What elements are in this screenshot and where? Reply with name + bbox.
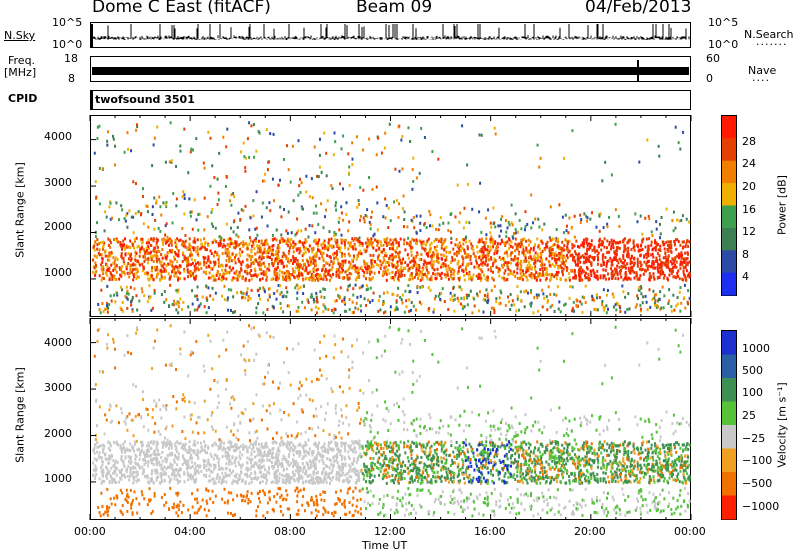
nsky-label: N.Sky <box>4 29 36 42</box>
power-cbar-tick-8: 8 <box>742 248 749 261</box>
vel-cbar-tick-neg500: −500 <box>742 477 773 490</box>
cpid-value: twofsound 3501 <box>95 93 195 106</box>
power-cbar-segment <box>722 250 736 274</box>
velocity-cbar-segment <box>722 401 736 426</box>
power-cbar-segment <box>722 205 736 229</box>
power-ytick-4000: 4000 <box>44 130 72 143</box>
velocity-ytick-3000: 3000 <box>44 381 72 394</box>
freq-tick-low: 8 <box>68 72 75 85</box>
vel-cbar-tick-neg100: −100 <box>742 454 773 467</box>
power-cbar-tick-16: 16 <box>742 203 756 216</box>
vel-cbar-tick-neg1000: −1000 <box>742 500 780 513</box>
nave-tick-high: 60 <box>706 52 720 65</box>
velocity-ytick-2000: 2000 <box>44 427 72 440</box>
xtick-1600: 16:00 <box>474 525 506 538</box>
power-cbar-tick-20: 20 <box>742 180 756 193</box>
power-cbar-segment <box>722 272 736 296</box>
nsearch-dots: ······· <box>756 38 788 51</box>
velocity-cbar-segment <box>722 331 736 355</box>
vel-cbar-tick-500: 500 <box>742 364 763 377</box>
freq-tick-high: 18 <box>64 52 78 65</box>
x-axis-label: Time UT <box>362 539 408 552</box>
velocity-cbar-segment <box>722 448 736 473</box>
power-cbar-tick-28: 28 <box>742 135 756 148</box>
power-cbar-segment <box>722 183 736 206</box>
nsearch-tick-high: 10^5 <box>708 16 739 29</box>
nsky-trace <box>91 24 690 40</box>
cpid-label: CPID <box>8 92 38 105</box>
beam-title: Beam 09 <box>356 0 433 17</box>
velocity-scatter <box>92 324 691 518</box>
freq-trace <box>92 67 689 75</box>
power-ytick-3000: 3000 <box>44 176 72 189</box>
vel-cbar-tick-neg25: −25 <box>742 432 766 445</box>
nave-label: Nave <box>748 64 777 77</box>
xtick-0400: 04:00 <box>174 525 206 538</box>
date-title: 04/Feb/2013 <box>585 0 692 17</box>
vel-cbar-tick-1000: 1000 <box>742 342 770 355</box>
station-title: Dome C East (fitACF) <box>92 0 271 17</box>
velocity-cbar-segment <box>722 425 736 449</box>
vel-cbar-tick-100: 100 <box>742 386 763 399</box>
velocity-cbar-segment <box>722 472 736 496</box>
velocity-cbar-segment <box>722 354 736 379</box>
velocity-cbar-segment <box>722 378 736 402</box>
power-cbar-segment <box>722 227 736 251</box>
nsky-tick-low: 10^0 <box>52 38 83 51</box>
nsky-tick-high: 10^5 <box>52 16 83 29</box>
xtick-2400: 00:00 <box>674 525 706 538</box>
nsearch-tick-low: 10^0 <box>708 38 739 51</box>
xtick-1200: 12:00 <box>374 525 406 538</box>
power-cbar-tick-24: 24 <box>742 157 756 170</box>
power-ytick-1000: 1000 <box>44 266 72 279</box>
freq-label: Freq. <box>8 54 36 67</box>
nsky-panel <box>90 22 691 48</box>
xtick-0800: 08:00 <box>274 525 306 538</box>
xtick-2000: 20:00 <box>574 525 606 538</box>
velocity-ytick-4000: 4000 <box>44 336 72 349</box>
cpid-panel <box>90 90 691 110</box>
power-ytick-2000: 2000 <box>44 220 72 233</box>
power-cbar-tick-4: 4 <box>742 270 749 283</box>
nave-tick-low: 0 <box>706 72 713 85</box>
power-cbar-segment <box>722 160 736 184</box>
vel-cbar-tick-25: 25 <box>742 409 756 422</box>
nave-dots: ···· <box>752 74 770 87</box>
velocity-cbar-segment <box>722 495 736 520</box>
power-cbar-segment <box>722 138 736 162</box>
nsearch-label: N.Search <box>744 28 794 41</box>
xtick-0000: 00:00 <box>74 525 106 538</box>
power-cbar-segment <box>722 116 736 139</box>
velocity-ytick-1000: 1000 <box>44 472 72 485</box>
power-cbar-tick-12: 12 <box>742 225 756 238</box>
freq-unit: [MHz] <box>4 66 37 79</box>
power-scatter <box>92 121 691 315</box>
